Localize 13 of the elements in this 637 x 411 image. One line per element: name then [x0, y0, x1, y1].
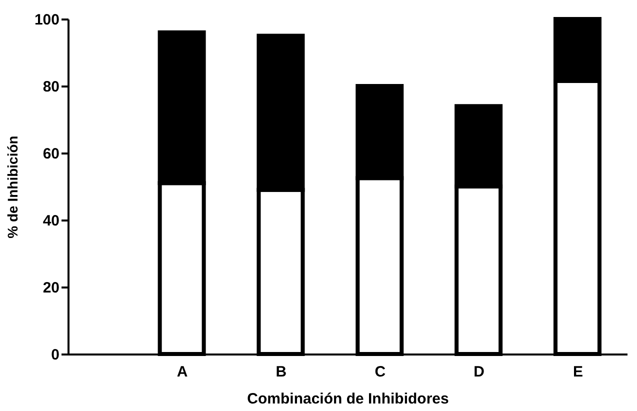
x-tick-label: D — [474, 364, 485, 380]
y-tick-label: 80 — [42, 78, 60, 96]
y-tick-label: 20 — [42, 280, 60, 296]
y-tick-label: 100 — [34, 12, 60, 28]
x-tick-label: B — [276, 364, 287, 380]
x-tick-label: C — [374, 364, 386, 380]
y-tick-label: 60 — [42, 146, 60, 162]
x-axis-title: Combinación de Inhibidores — [247, 390, 449, 408]
x-tick-label: A — [176, 364, 188, 380]
y-tick-label: 40 — [42, 212, 60, 230]
x-tick-label: E — [572, 364, 583, 380]
y-tick-label: 0 — [51, 346, 60, 364]
y-axis-title: % de Inhibición — [4, 136, 20, 238]
